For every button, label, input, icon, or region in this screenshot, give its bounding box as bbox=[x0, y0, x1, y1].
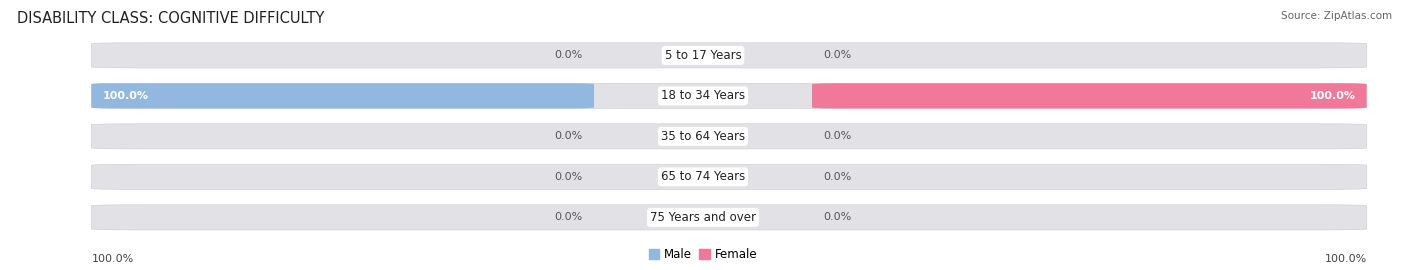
FancyBboxPatch shape bbox=[813, 83, 1367, 108]
FancyBboxPatch shape bbox=[91, 205, 1367, 230]
Legend: Male, Female: Male, Female bbox=[648, 248, 758, 261]
Text: 100.0%: 100.0% bbox=[103, 91, 149, 101]
Text: 0.0%: 0.0% bbox=[554, 50, 582, 60]
Text: 75 Years and over: 75 Years and over bbox=[650, 211, 756, 224]
Text: 0.0%: 0.0% bbox=[824, 172, 852, 182]
Text: 100.0%: 100.0% bbox=[1309, 91, 1355, 101]
FancyBboxPatch shape bbox=[91, 83, 593, 108]
FancyBboxPatch shape bbox=[91, 164, 1367, 190]
Text: 0.0%: 0.0% bbox=[824, 131, 852, 141]
Text: 100.0%: 100.0% bbox=[91, 254, 134, 264]
Text: 0.0%: 0.0% bbox=[554, 131, 582, 141]
Text: 0.0%: 0.0% bbox=[824, 212, 852, 222]
Text: 100.0%: 100.0% bbox=[1324, 254, 1367, 264]
Text: 0.0%: 0.0% bbox=[554, 172, 582, 182]
Text: 18 to 34 Years: 18 to 34 Years bbox=[661, 89, 745, 102]
Text: DISABILITY CLASS: COGNITIVE DIFFICULTY: DISABILITY CLASS: COGNITIVE DIFFICULTY bbox=[17, 11, 325, 26]
Text: 0.0%: 0.0% bbox=[824, 50, 852, 60]
FancyBboxPatch shape bbox=[91, 43, 1367, 68]
Text: 0.0%: 0.0% bbox=[554, 212, 582, 222]
Text: Source: ZipAtlas.com: Source: ZipAtlas.com bbox=[1281, 11, 1392, 21]
Text: 65 to 74 Years: 65 to 74 Years bbox=[661, 170, 745, 183]
FancyBboxPatch shape bbox=[91, 124, 1367, 149]
FancyBboxPatch shape bbox=[91, 83, 1367, 108]
Text: 35 to 64 Years: 35 to 64 Years bbox=[661, 130, 745, 143]
Text: 5 to 17 Years: 5 to 17 Years bbox=[665, 49, 741, 62]
